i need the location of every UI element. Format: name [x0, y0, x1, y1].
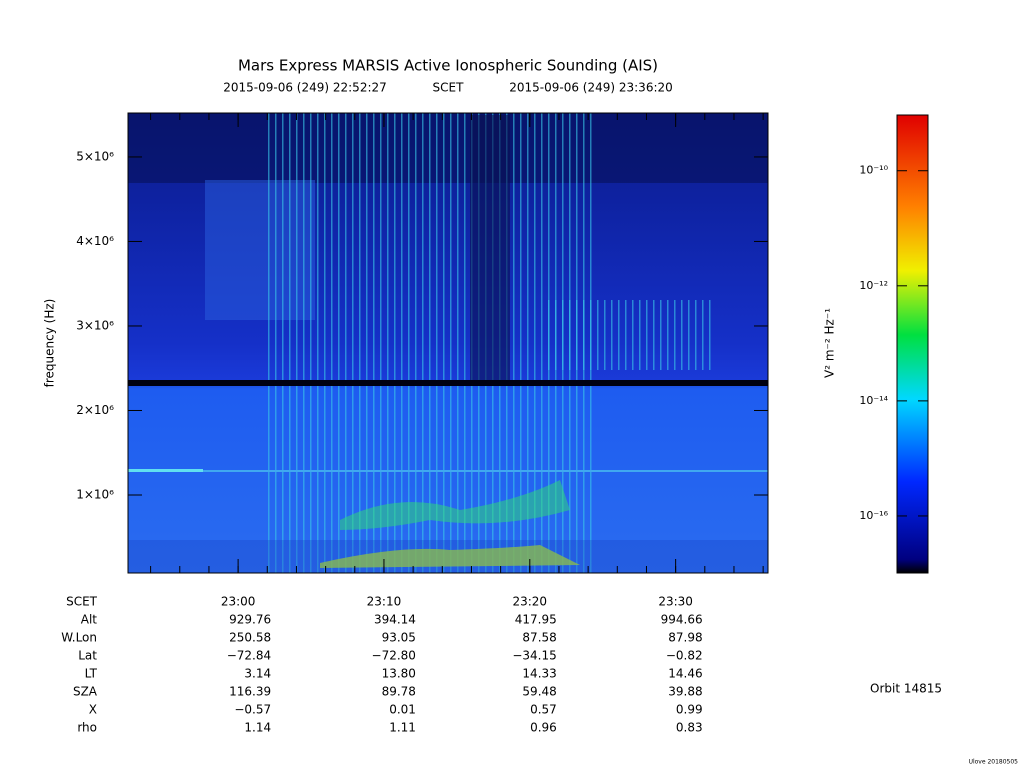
row-value: 0.96: [530, 721, 557, 735]
row-label: LT: [85, 667, 98, 681]
row-label: X: [89, 703, 97, 717]
colorbar-tick-label: 10⁻¹⁴: [859, 394, 888, 407]
row-label: Lat: [78, 649, 97, 663]
spectrogram: [127, 112, 769, 574]
row-value: −72.80: [372, 649, 416, 663]
y-tick-label: 5×10⁶: [76, 149, 114, 163]
colorbar-tick-label: 10⁻¹⁶: [859, 509, 888, 522]
row-value: 3.14: [244, 667, 271, 681]
colorbar: [896, 114, 929, 574]
row-value: 929.76: [229, 613, 271, 627]
row-value: 13.80: [382, 667, 416, 681]
row-value: 116.39: [229, 685, 271, 699]
row-value: 59.48: [522, 685, 556, 699]
y-tick-label: 2×10⁶: [76, 403, 114, 417]
x-tick-label: 23:00: [221, 595, 256, 609]
colorbar-tick-label: 10⁻¹⁰: [859, 164, 888, 177]
row-value: 417.95: [515, 613, 557, 627]
x-tick-label: 23:10: [367, 595, 402, 609]
y-axis-label: frequency (Hz): [43, 299, 57, 388]
row-value: 87.98: [668, 631, 702, 645]
row-value: 39.88: [668, 685, 702, 699]
row-value: 1.11: [389, 721, 416, 735]
footer: Ulove 20180505: [969, 759, 1019, 766]
row-label: rho: [77, 721, 97, 735]
row-value: 250.58: [229, 631, 271, 645]
row-value: 93.05: [382, 631, 416, 645]
row-value: 89.78: [382, 685, 416, 699]
row-value: 14.33: [522, 667, 556, 681]
time-scale: SCET: [433, 81, 465, 95]
row-value: −0.82: [666, 649, 703, 663]
colorbar-tick-label: 10⁻¹²: [859, 279, 888, 292]
y-tick-label: 3×10⁶: [76, 318, 114, 332]
start-time: 2015-09-06 (249) 22:52:27: [223, 81, 387, 95]
row-label: SZA: [73, 685, 98, 699]
row-value: 0.83: [676, 721, 703, 735]
row-value: 87.58: [522, 631, 556, 645]
row-value: 0.99: [676, 703, 703, 717]
y-tick-label: 4×10⁶: [76, 234, 114, 248]
row-label: W.Lon: [61, 631, 97, 645]
orbit: Orbit 14815: [870, 682, 942, 696]
colorbar-label: V² m⁻² Hz⁻¹: [823, 308, 837, 378]
x-tick-label: 23:20: [512, 595, 547, 609]
y-tick-label: 1×10⁶: [76, 487, 114, 501]
title: Mars Express MARSIS Active Ionospheric S…: [238, 57, 658, 75]
row-label: SCET: [66, 595, 98, 609]
row-value: 1.14: [244, 721, 271, 735]
row-value: 14.46: [668, 667, 702, 681]
row-value: −0.57: [234, 703, 271, 717]
row-value: −72.84: [227, 649, 271, 663]
row-value: 994.66: [661, 613, 703, 627]
row-value: 0.01: [389, 703, 416, 717]
row-label: Alt: [81, 613, 98, 627]
row-value: 0.57: [530, 703, 557, 717]
row-value: 394.14: [374, 613, 416, 627]
row-value: −34.15: [512, 649, 556, 663]
end-time: 2015-09-06 (249) 23:36:20: [509, 81, 673, 95]
x-tick-label: 23:30: [658, 595, 693, 609]
